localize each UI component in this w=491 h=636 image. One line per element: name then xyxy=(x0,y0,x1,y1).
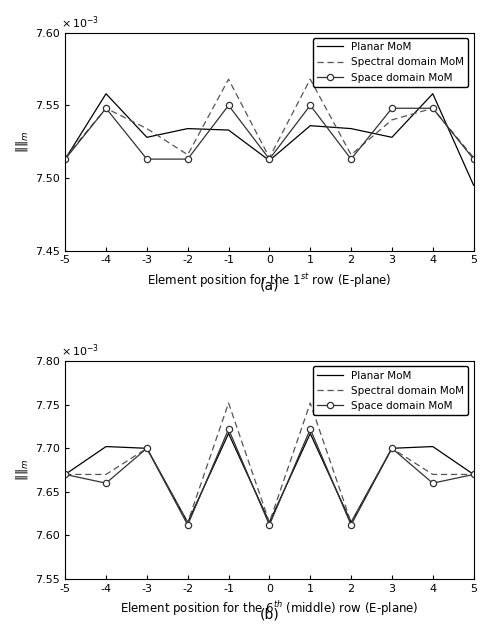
Line: Space domain MoM: Space domain MoM xyxy=(62,426,477,528)
Planar MoM xyxy=(389,134,395,141)
Space domain MoM xyxy=(389,104,395,112)
Space domain MoM xyxy=(103,480,109,487)
Planar MoM xyxy=(389,445,395,452)
Planar MoM xyxy=(430,90,436,97)
Planar MoM xyxy=(62,155,68,163)
Spectral domain MoM xyxy=(103,104,109,112)
X-axis label: Element position for the 1$^{st}$ row (E-plane): Element position for the 1$^{st}$ row (E… xyxy=(147,271,392,289)
Planar MoM xyxy=(225,126,231,134)
Planar MoM xyxy=(348,518,354,526)
Space domain MoM xyxy=(62,155,68,163)
Planar MoM xyxy=(185,125,191,132)
Space domain MoM xyxy=(267,155,273,163)
Planar MoM xyxy=(185,518,191,526)
Space domain MoM xyxy=(307,425,313,433)
Planar MoM xyxy=(144,134,150,141)
Space domain MoM xyxy=(348,155,354,163)
Spectral domain MoM xyxy=(144,445,150,452)
Spectral domain MoM xyxy=(307,76,313,83)
Space domain MoM xyxy=(144,155,150,163)
Legend: Planar MoM, Spectral domain MoM, Space domain MoM: Planar MoM, Spectral domain MoM, Space d… xyxy=(313,366,468,415)
Line: Spectral domain MoM: Spectral domain MoM xyxy=(65,80,474,158)
Space domain MoM xyxy=(103,104,109,112)
Planar MoM xyxy=(103,90,109,97)
Y-axis label: $\|\|_m$: $\|\|_m$ xyxy=(14,130,30,153)
Spectral domain MoM xyxy=(348,518,354,526)
Spectral domain MoM xyxy=(62,471,68,478)
Planar MoM xyxy=(62,471,68,478)
Planar MoM xyxy=(430,443,436,450)
Spectral domain MoM xyxy=(471,154,477,162)
Spectral domain MoM xyxy=(103,471,109,478)
Legend: Planar MoM, Spectral domain MoM, Space domain MoM: Planar MoM, Spectral domain MoM, Space d… xyxy=(313,38,468,86)
Spectral domain MoM xyxy=(430,104,436,112)
Text: (b): (b) xyxy=(260,607,279,621)
Text: $\times\,10^{-3}$: $\times\,10^{-3}$ xyxy=(61,14,99,31)
Line: Space domain MoM: Space domain MoM xyxy=(62,102,477,162)
Text: (a): (a) xyxy=(260,279,279,293)
Planar MoM xyxy=(307,122,313,130)
Line: Spectral domain MoM: Spectral domain MoM xyxy=(65,403,474,522)
Space domain MoM xyxy=(144,445,150,452)
Spectral domain MoM xyxy=(389,116,395,123)
Spectral domain MoM xyxy=(267,518,273,526)
Planar MoM xyxy=(307,430,313,438)
Spectral domain MoM xyxy=(267,154,273,162)
Line: Planar MoM: Planar MoM xyxy=(65,434,474,522)
Spectral domain MoM xyxy=(144,125,150,132)
Planar MoM xyxy=(225,430,231,438)
Space domain MoM xyxy=(389,445,395,452)
Planar MoM xyxy=(144,445,150,452)
Spectral domain MoM xyxy=(471,471,477,478)
X-axis label: Element position for the 6$^{th}$ (middle) row (E-plane): Element position for the 6$^{th}$ (middl… xyxy=(120,600,419,618)
Spectral domain MoM xyxy=(348,151,354,158)
Space domain MoM xyxy=(430,104,436,112)
Text: $\times\,10^{-3}$: $\times\,10^{-3}$ xyxy=(61,342,99,359)
Space domain MoM xyxy=(471,155,477,163)
Space domain MoM xyxy=(62,471,68,478)
Spectral domain MoM xyxy=(185,518,191,526)
Space domain MoM xyxy=(185,521,191,529)
Planar MoM xyxy=(471,181,477,189)
Planar MoM xyxy=(103,443,109,450)
Spectral domain MoM xyxy=(185,151,191,158)
Space domain MoM xyxy=(267,521,273,529)
Planar MoM xyxy=(348,125,354,132)
Spectral domain MoM xyxy=(62,154,68,162)
Y-axis label: $\|\|_m$: $\|\|_m$ xyxy=(14,459,30,481)
Space domain MoM xyxy=(348,521,354,529)
Space domain MoM xyxy=(185,155,191,163)
Planar MoM xyxy=(267,518,273,526)
Spectral domain MoM xyxy=(389,445,395,452)
Planar MoM xyxy=(267,156,273,164)
Spectral domain MoM xyxy=(225,399,231,407)
Space domain MoM xyxy=(471,471,477,478)
Spectral domain MoM xyxy=(225,76,231,83)
Spectral domain MoM xyxy=(430,471,436,478)
Line: Planar MoM: Planar MoM xyxy=(65,93,474,185)
Planar MoM xyxy=(471,471,477,478)
Space domain MoM xyxy=(430,480,436,487)
Space domain MoM xyxy=(225,425,231,433)
Space domain MoM xyxy=(307,102,313,109)
Spectral domain MoM xyxy=(307,399,313,407)
Space domain MoM xyxy=(225,102,231,109)
